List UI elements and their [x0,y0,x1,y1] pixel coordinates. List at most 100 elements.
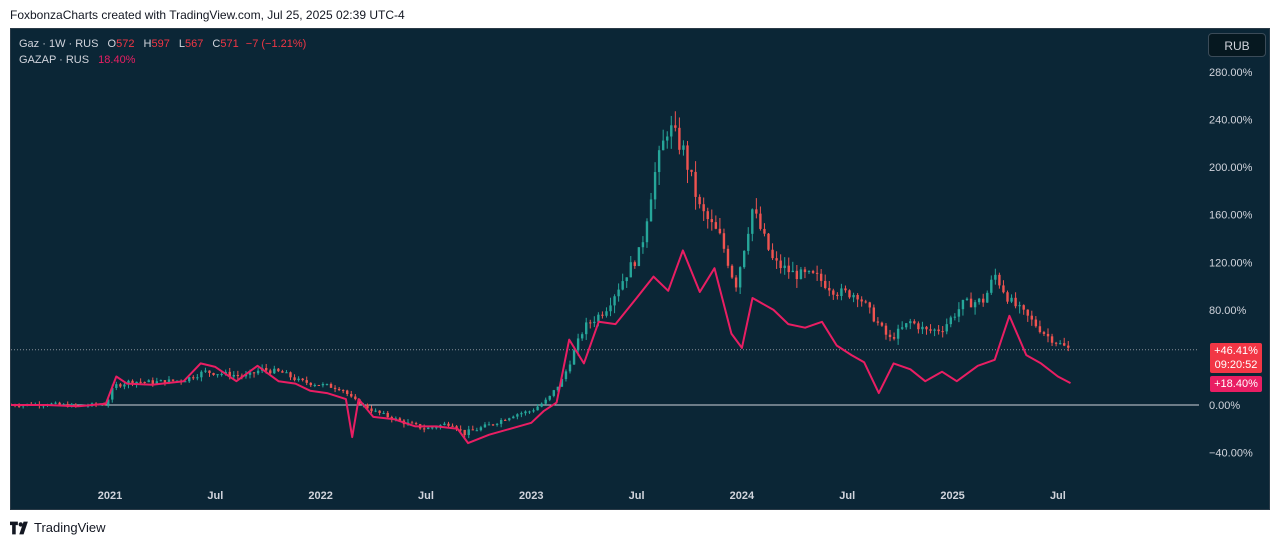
candle-body [204,370,207,372]
x-tick-label: 2025 [940,490,964,502]
x-tick-label: Jul [1050,490,1066,502]
candle-body [670,125,673,137]
y-tick-label: 80.00% [1209,305,1247,317]
candle-body [1058,343,1062,345]
candle-body [374,410,377,412]
x-tick-label: 2024 [730,490,755,502]
candle-body [487,424,491,426]
last-price-tag: +46.41% 09:20:52 [1210,343,1262,373]
candle-body [686,145,689,170]
candle-body [483,424,487,428]
candle-body [807,271,811,273]
candle-body [613,296,616,306]
candle-body [973,302,977,308]
candle-body [471,429,474,431]
candle-body [884,325,888,335]
candle-body [937,329,940,332]
legend-main-row[interactable]: Gaz · 1W · RUS O572 H597 L567 C571 −7 (−… [19,36,306,52]
candle-body [560,379,564,387]
legend-compare-row[interactable]: GAZAP · RUS 18.40% [19,52,306,68]
candle-body [313,385,317,387]
candle-body [341,390,345,392]
candle-body [544,399,547,404]
candle-body [422,428,426,430]
candle-body [443,423,446,426]
candle-body [828,287,831,291]
candle-body [925,326,928,330]
footer-brand[interactable]: TradingView [10,520,106,535]
candle-body [228,371,231,377]
chart-canvas[interactable]: 280.00% 240.00% 200.00% 160.00% 120.00% 80.00… [11,29,1270,510]
candle-body [949,317,952,325]
candle-body [742,250,746,268]
candle-body [548,395,551,400]
candle-body [1022,305,1025,310]
candle-body [427,427,430,430]
candle-body [856,294,859,300]
y-tick-label: 160.00% [1209,210,1253,222]
candle-body [844,288,847,291]
tradingview-logo-icon [10,521,28,534]
candle-body [909,321,912,324]
candle-body [317,385,321,387]
candle-body [503,419,507,421]
candle-body [167,379,171,384]
candle-body [131,380,134,384]
candle-body [990,279,993,293]
candle-body [512,416,515,419]
y-tick-label: 200.00% [1209,162,1253,174]
legend-symbol[interactable]: Gaz · 1W · RUS [19,38,99,50]
candle-body [220,373,223,375]
candle-body [698,196,701,205]
candle-body [852,294,855,298]
candle-body [714,222,718,229]
legend-compare-symbol[interactable]: GAZAP · RUS [19,54,90,66]
candle-body [564,371,568,380]
candle-body [1014,297,1017,307]
candle-body [597,314,600,322]
candle-body [629,262,632,278]
compare-price-tag: +18.40% [1210,376,1262,392]
candle-body [734,277,738,288]
candle-body [1046,333,1050,337]
candle-body [414,423,418,425]
candle-body [499,419,503,424]
currency-button[interactable]: RUB [1208,33,1266,57]
candle-body [386,412,389,418]
candle-body [216,374,219,376]
candle-body [945,324,948,332]
candle-body [265,367,268,371]
candle-body [815,272,819,274]
chart-panel[interactable]: 280.00% 240.00% 200.00% 160.00% 120.00% 80.00… [10,28,1270,510]
candle-body [1010,297,1013,302]
candle-body [200,371,203,378]
x-tick-label: Jul [629,490,645,502]
candle-body [706,211,709,220]
candle-body [248,372,252,375]
candle-body [540,403,543,407]
candle-body [159,380,163,382]
candle-body [977,298,981,303]
candle-body [998,274,1001,286]
candle-body [1006,292,1009,302]
candle-body [139,381,142,383]
x-tick-label: 2022 [308,490,332,502]
candle-body [738,267,742,288]
x-tick-label: Jul [418,490,434,502]
candle-body [759,213,762,229]
legend-change: −7 (−1.21%) [245,38,307,50]
candle-body [155,381,159,385]
x-tick-label: 2023 [519,490,543,502]
candle-body [447,423,450,426]
candle-body [431,427,434,429]
candle-body [151,380,154,385]
candle-body [398,418,402,421]
candle-body [475,430,479,432]
candle-body [147,380,150,383]
candle-body [1054,342,1058,344]
candle-body [524,411,527,414]
candle-body [74,404,78,406]
candle-body [747,233,750,251]
candle-body [232,374,235,377]
candle-body [589,322,592,324]
